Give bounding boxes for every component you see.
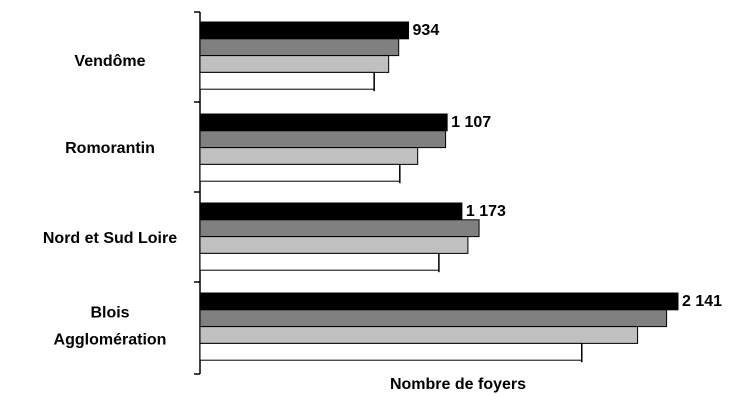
- value-label: 2 141: [682, 293, 722, 310]
- bar-series-3-cat-3: [199, 236, 469, 254]
- value-label: 1 107: [451, 114, 491, 131]
- bar-series-2-cat-3: [199, 219, 480, 238]
- bar-series-3-cat-4: [199, 326, 639, 344]
- bar-series-4-cat-3: [199, 252, 440, 271]
- category-label: Nord et Sud Loire: [43, 230, 177, 247]
- bar-series-3-cat-1: [199, 55, 390, 73]
- bar-series-2-cat-2: [199, 130, 447, 149]
- bar-series-1-cat-2: [199, 113, 448, 132]
- bar-series-4-cat-4: [199, 342, 583, 361]
- bar-series-1-cat-1: [199, 21, 410, 40]
- axis: [194, 11, 201, 375]
- bar-series-1-cat-4: [199, 292, 679, 311]
- category-labels: Vendôme Romorantin Nord et Sud Loire Blois A…: [43, 53, 177, 349]
- bar-series-2-cat-4: [199, 309, 668, 328]
- value-label: 934: [413, 22, 440, 39]
- bar-series-4-cat-2: [199, 163, 401, 182]
- bars: [199, 21, 679, 363]
- bar-series-4-cat-1: [199, 71, 375, 90]
- bar-series-3-cat-2: [199, 147, 419, 165]
- x-axis-title: Nombre de foyers: [390, 376, 526, 393]
- value-labels: 934 1 107 1 173 2 141: [413, 22, 723, 310]
- bar-series-1-cat-3: [199, 202, 463, 221]
- category-label: Romorantin: [65, 140, 155, 157]
- category-label: Blois: [90, 305, 129, 322]
- category-label: Vendôme: [74, 53, 145, 70]
- bar-series-2-cat-1: [199, 38, 400, 57]
- value-label: 1 173: [466, 203, 506, 220]
- category-label: Agglomération: [54, 332, 167, 349]
